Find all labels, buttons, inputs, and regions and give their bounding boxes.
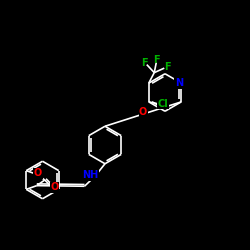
Text: O: O bbox=[139, 106, 147, 117]
Text: O: O bbox=[51, 182, 59, 192]
Text: O: O bbox=[34, 168, 42, 178]
Text: N: N bbox=[175, 78, 183, 88]
Text: Cl: Cl bbox=[158, 99, 169, 109]
Text: F: F bbox=[164, 62, 170, 72]
Text: F: F bbox=[141, 58, 148, 68]
Text: F: F bbox=[154, 55, 160, 65]
Text: NH: NH bbox=[82, 170, 98, 180]
